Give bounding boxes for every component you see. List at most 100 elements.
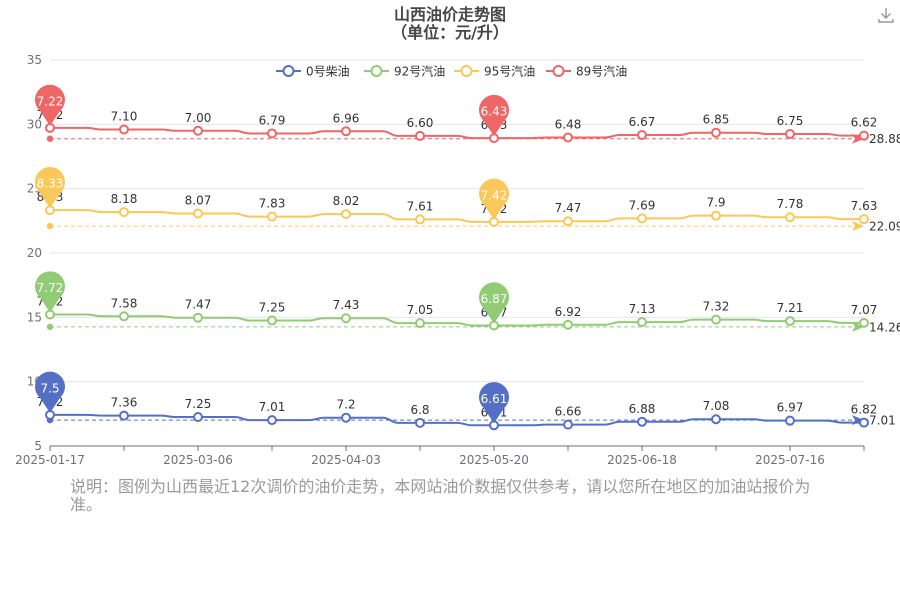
data-label: 6.62 (851, 116, 878, 130)
min-marker-pin-label: 6.87 (481, 292, 508, 306)
min-marker-pin-label: 6.43 (481, 105, 508, 119)
series-line (50, 126, 864, 140)
data-point[interactable] (637, 416, 647, 427)
max-marker-pin: 8.33 (35, 166, 65, 209)
legend-marker (282, 65, 295, 77)
min-marker-pin-label: 6.61 (481, 392, 508, 406)
data-point[interactable] (785, 316, 795, 327)
data-label: 7.25 (185, 397, 212, 411)
data-label: 7.43 (333, 298, 360, 312)
data-point[interactable] (341, 126, 351, 137)
data-point[interactable] (119, 207, 129, 218)
data-point[interactable] (637, 213, 647, 224)
data-point[interactable] (193, 208, 203, 219)
legend-item[interactable]: 92号汽油 (364, 64, 445, 79)
data-point[interactable] (711, 127, 721, 138)
legend-item[interactable]: 0号柴油 (276, 65, 350, 79)
data-point[interactable] (341, 209, 351, 220)
data-label: 7.21 (777, 301, 804, 315)
download-icon[interactable] (876, 5, 896, 25)
average-label: 22.09 (869, 220, 900, 234)
max-marker-pin-shape (35, 271, 65, 313)
min-marker-pin-shape (478, 94, 510, 137)
average-label: 28.88 (869, 132, 900, 146)
min-marker-pin: 6.61 (479, 382, 510, 424)
data-point[interactable] (563, 419, 573, 430)
data-label: 6.92 (555, 305, 582, 319)
data-point[interactable] (785, 212, 795, 223)
average-line-start (46, 222, 54, 230)
data-point[interactable] (711, 414, 721, 425)
data-point[interactable] (267, 415, 277, 426)
data-point[interactable] (415, 318, 425, 329)
data-point[interactable] (711, 210, 721, 221)
data-point[interactable] (267, 128, 277, 139)
y-gridlines (50, 59, 864, 383)
min-marker-pin: 6.87 (478, 282, 509, 324)
data-point[interactable] (193, 125, 203, 136)
data-label: 7.63 (851, 199, 878, 213)
data-label: 7.25 (259, 301, 286, 315)
data-point[interactable] (859, 130, 869, 141)
data-point[interactable] (859, 317, 869, 328)
data-point[interactable] (711, 314, 721, 325)
data-label: 6.82 (851, 403, 878, 417)
average-line-start (46, 135, 54, 142)
data-point[interactable] (193, 312, 203, 323)
average-line-start (46, 323, 54, 331)
data-point[interactable] (785, 128, 795, 139)
data-point[interactable] (119, 311, 129, 322)
average-label: 7.01 (869, 414, 896, 428)
data-point[interactable] (415, 130, 425, 141)
data-point[interactable] (341, 412, 351, 423)
max-marker-pin-shape (35, 166, 65, 209)
data-point[interactable] (119, 124, 129, 135)
data-label: 6.67 (629, 115, 656, 129)
max-marker-pin-label: 7.5 (40, 381, 59, 395)
legend-item[interactable]: 89号汽油 (546, 64, 627, 79)
data-label: 7.36 (111, 396, 138, 410)
data-point[interactable] (563, 216, 573, 227)
min-marker-pin-shape (478, 282, 509, 324)
data-label: 8.02 (333, 194, 360, 208)
min-marker-pin-shape (479, 382, 510, 424)
x-tick-label: 2025-04-03 (311, 453, 381, 467)
data-point[interactable] (415, 214, 425, 225)
legend-label: 89号汽油 (576, 64, 627, 79)
series-group: 7.017.427.367.257.017.26.86.616.666.887.… (35, 371, 896, 431)
y-tick-label: 35 (27, 53, 42, 67)
data-label: 6.88 (629, 402, 656, 416)
data-label: 7.32 (703, 300, 730, 314)
data-point[interactable] (637, 317, 647, 328)
chart-note: 说明：图例为山西最近12次调价的油价走势，本网站油价数据仅供参考，请以您所在地区… (70, 477, 811, 514)
data-point[interactable] (267, 211, 277, 222)
data-label: 7.10 (111, 109, 138, 123)
data-point[interactable] (563, 132, 573, 143)
data-point[interactable] (785, 415, 795, 426)
data-label: 6.85 (703, 113, 730, 127)
data-label: 6.96 (333, 111, 360, 125)
data-point[interactable] (859, 214, 869, 225)
legend[interactable]: 0号柴油 92号汽油 95号汽油 89号汽油 (276, 64, 627, 79)
max-marker-pin: 7.5 (35, 371, 65, 413)
data-point[interactable] (119, 410, 129, 421)
legend-marker (370, 65, 383, 77)
x-tick-label: 2025-03-06 (163, 453, 233, 467)
data-label: 7.61 (407, 199, 434, 213)
data-label: 7.78 (777, 197, 804, 211)
data-point[interactable] (267, 315, 277, 326)
data-point[interactable] (415, 417, 425, 428)
data-label: 7.07 (851, 303, 878, 317)
chart-title: 山西油价走势图 (394, 5, 506, 24)
data-label: 6.8 (410, 403, 429, 417)
data-point[interactable] (563, 319, 573, 330)
legend-item[interactable]: 95号汽油 (454, 64, 535, 79)
series-line (50, 209, 864, 223)
data-point[interactable] (341, 313, 351, 324)
data-point[interactable] (637, 130, 647, 141)
legend-marker (552, 65, 565, 77)
data-point[interactable] (193, 412, 203, 423)
data-label: 7.00 (185, 111, 212, 125)
data-label: 7.58 (111, 296, 138, 310)
data-point[interactable] (859, 417, 869, 428)
